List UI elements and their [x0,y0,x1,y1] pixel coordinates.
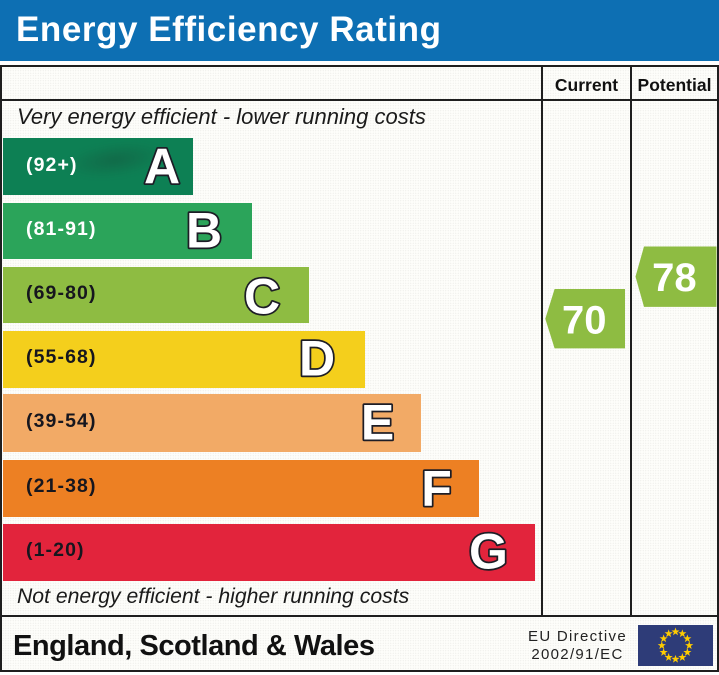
svg-text:D: D [299,330,335,386]
svg-text:C: C [244,269,280,325]
svg-text:B: B [186,203,222,259]
svg-text:70: 70 [562,298,607,342]
svg-text:A: A [144,138,180,194]
svg-text:78: 78 [652,256,697,300]
svg-text:G: G [469,524,508,580]
svg-text:E: E [361,395,394,451]
svg-text:F: F [421,460,452,516]
